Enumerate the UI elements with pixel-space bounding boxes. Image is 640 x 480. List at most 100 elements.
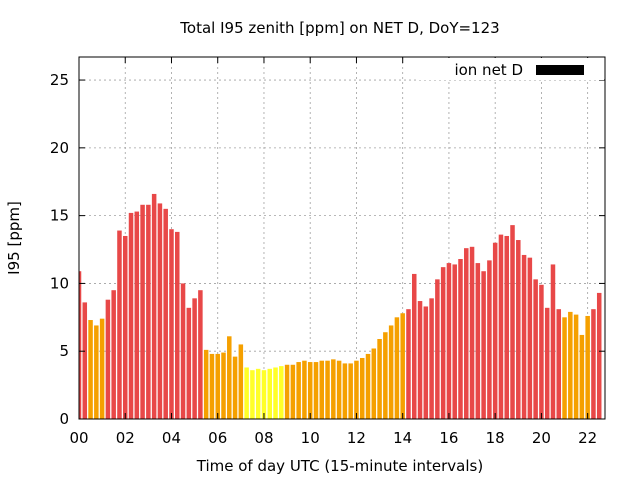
bar	[267, 368, 273, 419]
bar	[302, 360, 307, 419]
bar	[325, 360, 330, 419]
y-tick-label: 10	[50, 274, 69, 292]
bar	[99, 318, 105, 419]
bar	[371, 348, 377, 419]
bar	[198, 290, 203, 419]
x-tick-label: 20	[532, 429, 551, 447]
y-tick-label: 0	[59, 410, 69, 428]
bar	[492, 242, 498, 419]
legend-label: ion net D	[454, 61, 523, 79]
bar	[458, 259, 463, 419]
bar	[383, 332, 388, 419]
bar	[221, 352, 226, 419]
y-tick-label: 5	[59, 342, 69, 360]
bar	[284, 364, 290, 419]
bar	[591, 309, 596, 419]
bar	[394, 317, 400, 419]
bar	[117, 230, 122, 419]
y-axis-label: I95 [ppm]	[5, 201, 23, 275]
bar	[122, 235, 128, 419]
bar	[180, 283, 186, 419]
bar	[307, 362, 313, 419]
x-tick-label: 02	[116, 429, 135, 447]
bar	[550, 264, 556, 419]
bar	[313, 362, 319, 419]
bar	[452, 264, 457, 419]
y-tick-label: 15	[50, 207, 69, 225]
bar	[516, 240, 521, 419]
bar	[79, 271, 82, 419]
bar	[105, 299, 111, 419]
bar	[250, 370, 255, 419]
bar	[475, 263, 481, 419]
bar	[585, 315, 590, 419]
bar	[215, 353, 220, 419]
bar	[544, 307, 550, 419]
x-tick-label: 00	[69, 429, 88, 447]
bar	[336, 360, 342, 419]
bar	[469, 246, 475, 419]
bar	[169, 229, 174, 419]
bar	[342, 363, 348, 419]
bar	[504, 235, 509, 419]
x-axis-label: Time of day UTC (15-minute intervals)	[196, 457, 483, 475]
bar	[435, 279, 440, 419]
x-tick-label: 18	[486, 429, 505, 447]
bar	[579, 334, 585, 419]
bar	[186, 307, 192, 419]
bar	[446, 263, 452, 419]
bar	[406, 309, 411, 419]
x-tick-label: 14	[393, 429, 412, 447]
bar	[411, 273, 417, 419]
bar	[429, 298, 434, 419]
bar	[163, 208, 168, 419]
y-tick-label: 20	[50, 139, 69, 157]
bar	[261, 370, 267, 419]
bar	[238, 344, 244, 419]
x-tick-label: 12	[347, 429, 366, 447]
bar	[527, 257, 533, 419]
bar	[400, 313, 405, 419]
legend-swatch	[536, 65, 584, 75]
bar	[359, 357, 365, 419]
bar	[157, 203, 163, 419]
bar	[521, 254, 527, 419]
bar	[487, 260, 492, 419]
bar	[82, 302, 88, 419]
chart-title: Total I95 zenith [ppm] on NET D, DoY=123	[179, 19, 499, 37]
bar	[498, 234, 504, 419]
bar	[539, 284, 544, 419]
legend: ion net D	[418, 58, 604, 80]
bar	[573, 314, 579, 419]
bar	[464, 248, 469, 419]
bar	[319, 360, 325, 419]
bar	[417, 301, 423, 419]
bar	[88, 320, 93, 419]
bar	[568, 311, 573, 419]
bar	[151, 193, 157, 419]
bar	[290, 364, 296, 419]
bar	[203, 349, 209, 419]
bar	[562, 317, 567, 419]
bar	[244, 367, 249, 419]
x-tick-label: 16	[439, 429, 458, 447]
bar	[354, 360, 359, 419]
bar	[331, 359, 336, 419]
bar	[388, 325, 394, 419]
x-tick-label: 06	[208, 429, 227, 447]
bar	[510, 225, 515, 419]
x-tick-label: 08	[254, 429, 273, 447]
tick-labels: 0 5 10 15 20 25 00 02 04 06 08 10 12 14 16 18 20 22	[50, 71, 597, 447]
bar	[377, 339, 382, 419]
plot-frame	[78, 56, 606, 420]
bar	[209, 353, 215, 419]
bar	[111, 290, 116, 419]
x-tick-label: 10	[301, 429, 320, 447]
bar	[556, 309, 562, 419]
bar	[279, 366, 284, 419]
bar	[440, 267, 446, 419]
bar	[596, 292, 602, 419]
y-tick-label: 25	[50, 71, 69, 89]
bar	[481, 271, 486, 419]
bar	[423, 306, 429, 419]
